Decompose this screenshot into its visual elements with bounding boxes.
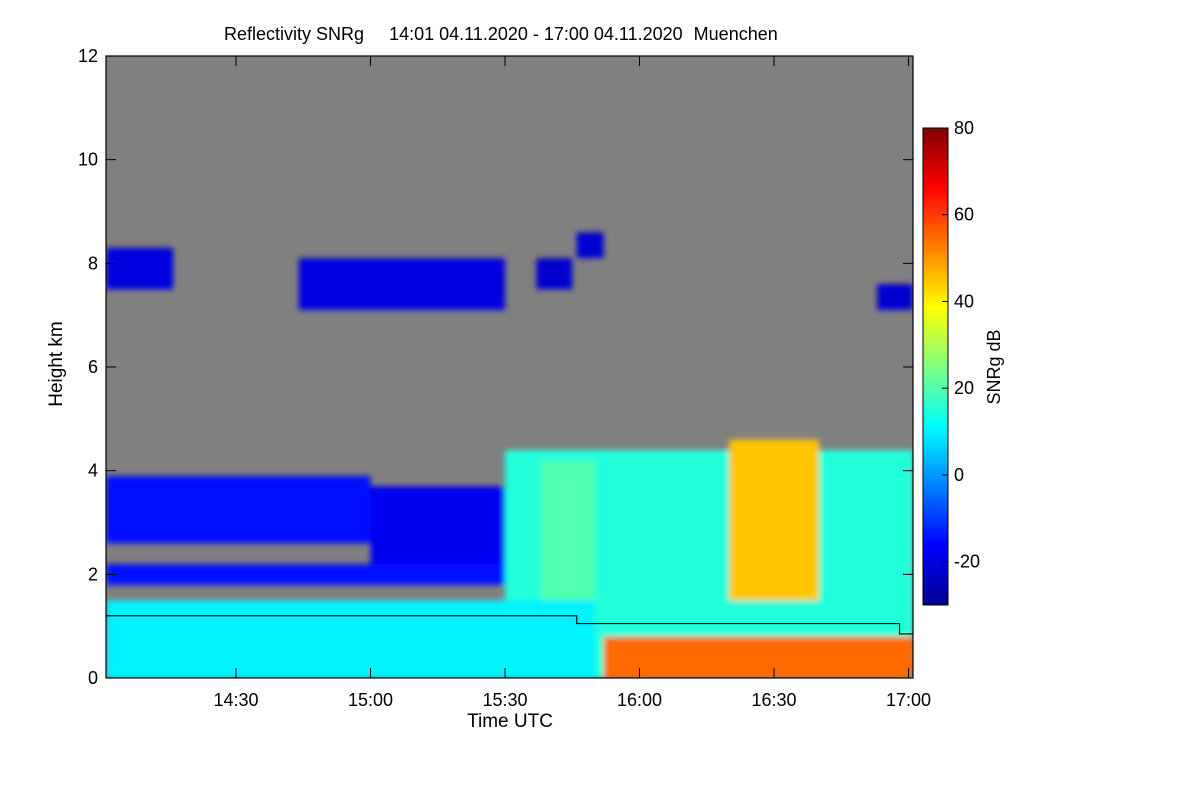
colorbar-tick-label: 0 <box>954 465 964 485</box>
heatmap-region-boundary-layer <box>106 600 595 678</box>
y-tick-label: 6 <box>88 357 98 377</box>
y-tick-label: 8 <box>88 253 98 273</box>
heatmap-region-cloud-layer <box>370 486 506 570</box>
title-text: Reflectivity SNRg <box>224 24 364 44</box>
x-tick-label: 16:00 <box>617 690 662 710</box>
heatmap-region-cloud-layer <box>106 247 174 290</box>
x-tick-label: 16:30 <box>751 690 796 710</box>
y-tick-label: 4 <box>88 461 98 481</box>
heatmap-region-cloud-layer <box>106 475 371 544</box>
data-regions <box>106 232 913 678</box>
colorbar-tick-label: 20 <box>954 378 974 398</box>
heatmap-region-cloud-layer <box>576 232 604 259</box>
x-tick-label: 15:00 <box>348 690 393 710</box>
colorbar-axis: -20 0 20 40 60 80 <box>942 118 980 572</box>
title-time-range: 14:01 04.11.2020 - 17:00 04.11.2020 <box>389 24 683 44</box>
y-tick-label: 12 <box>78 46 98 66</box>
x-axis: 14:30 15:00 15:30 16:00 16:30 17:00 <box>213 56 931 710</box>
x-tick-label: 17:00 <box>886 690 931 710</box>
heatmap-region-precip <box>729 439 819 601</box>
colorbar-tick-label: 60 <box>954 205 974 225</box>
y-axis-label: Height km <box>46 321 67 407</box>
y-tick-label: 2 <box>88 564 98 584</box>
title-location: Muenchen <box>694 24 778 44</box>
chart-title: Reflectivity SNRg 14:01 04.11.2020 - 17:… <box>224 24 778 44</box>
y-tick-label: 10 <box>78 150 98 170</box>
colorbar <box>922 127 949 606</box>
x-axis-label: Time UTC <box>467 711 553 732</box>
x-tick-label: 14:30 <box>213 690 258 710</box>
colorbar-label: SNRg dB <box>984 329 1004 404</box>
colorbar-tick-label: 80 <box>954 118 974 138</box>
heatmap-region-cloud-layer <box>536 258 573 290</box>
heatmap-region-surface-rain <box>603 636 913 678</box>
heatmap-region-cloud-layer <box>877 284 913 310</box>
colorbar-tick-label: 40 <box>954 291 974 311</box>
series-line <box>106 615 913 635</box>
heatmap-region-cloud-layer <box>298 258 506 310</box>
heatmap-region-cloud-layer <box>106 563 506 585</box>
colorbar-tick-label: -20 <box>954 552 980 572</box>
y-axis: 0 2 4 6 8 10 12 <box>78 46 913 688</box>
x-tick-label: 15:30 <box>482 690 527 710</box>
y-tick-label: 0 <box>88 668 98 688</box>
